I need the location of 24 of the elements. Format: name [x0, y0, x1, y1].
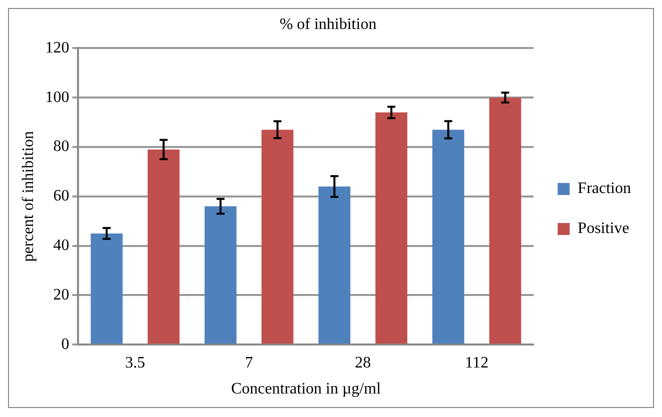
- bar: [90, 233, 123, 344]
- y-tick-label: 0: [61, 336, 70, 353]
- x-axis-title: Concentration in µg/ml: [231, 380, 382, 398]
- bar: [489, 98, 522, 344]
- x-tick-label: 7: [245, 354, 254, 372]
- bar: [432, 130, 464, 344]
- legend-label: Fraction: [578, 180, 632, 198]
- bar: [204, 206, 236, 344]
- x-tick-label: 112: [465, 354, 488, 372]
- y-tick-label: 100: [45, 88, 70, 106]
- y-axis-title: percent of inhibition: [20, 131, 37, 262]
- y-tick-label: 20: [53, 286, 70, 304]
- y-tick-label: 60: [53, 188, 70, 205]
- x-tick-label: 28: [354, 354, 371, 372]
- bar: [148, 149, 180, 344]
- y-tick-label: 120: [45, 39, 70, 56]
- legend-label: Positive: [578, 220, 630, 238]
- bar: [262, 130, 294, 344]
- y-tick-label: 40: [53, 237, 70, 254]
- bar: [375, 112, 408, 344]
- x-tick-label: 3.5: [125, 354, 146, 372]
- bar: [318, 186, 350, 344]
- y-tick-label: 80: [53, 138, 70, 156]
- chart-title: % of inhibition: [280, 16, 376, 33]
